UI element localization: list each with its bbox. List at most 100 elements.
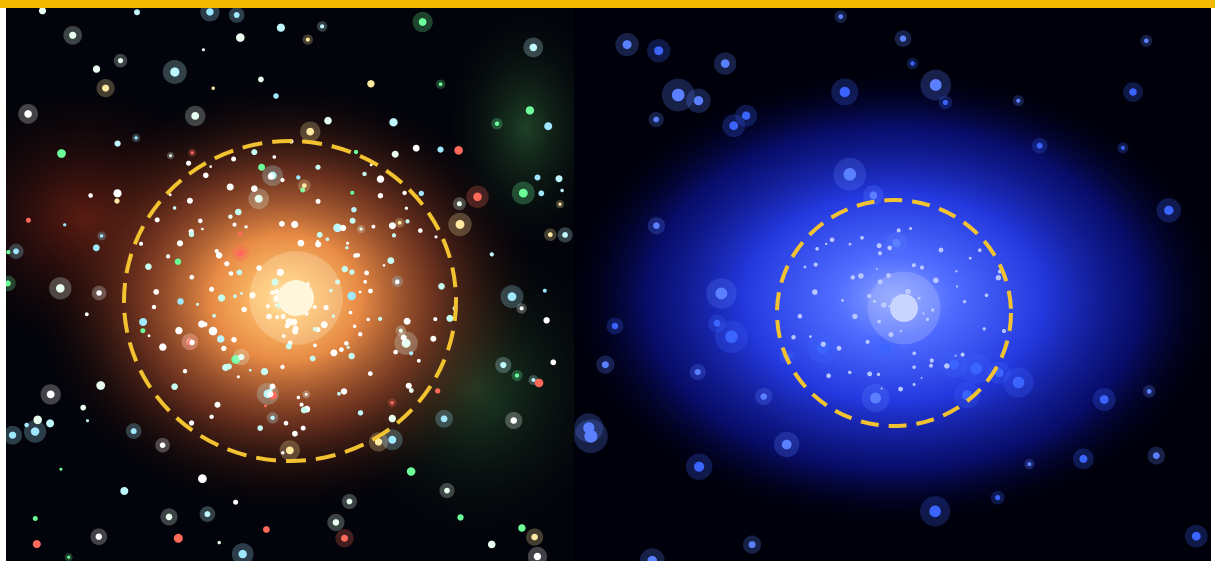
star	[533, 552, 542, 561]
star	[813, 262, 818, 267]
star	[886, 273, 891, 278]
star	[890, 294, 918, 322]
star	[304, 392, 308, 396]
star	[217, 540, 221, 545]
star	[265, 304, 270, 309]
star	[713, 319, 721, 327]
star	[331, 314, 336, 318]
star	[899, 35, 907, 42]
star	[120, 487, 129, 495]
star	[876, 243, 882, 249]
star	[237, 250, 245, 257]
star	[204, 511, 211, 518]
star	[377, 193, 384, 199]
star	[920, 265, 924, 270]
star	[1012, 376, 1025, 389]
star	[249, 368, 252, 372]
star	[191, 112, 200, 120]
star	[358, 332, 363, 337]
star	[438, 82, 443, 86]
star	[189, 274, 195, 280]
star	[203, 172, 209, 179]
star	[892, 239, 901, 248]
star	[1036, 142, 1043, 149]
star-glow	[639, 548, 665, 561]
star	[418, 18, 427, 26]
star	[875, 267, 878, 270]
star	[995, 275, 1002, 281]
star	[159, 442, 166, 449]
star	[406, 467, 416, 476]
star	[929, 358, 934, 363]
star	[433, 317, 438, 322]
star	[166, 254, 171, 259]
star	[330, 349, 338, 357]
star	[363, 280, 368, 284]
star	[38, 8, 47, 15]
star	[340, 388, 348, 395]
star	[218, 294, 226, 302]
star	[409, 351, 414, 356]
star	[352, 324, 357, 328]
star	[870, 392, 881, 404]
star	[285, 318, 293, 325]
star	[92, 65, 101, 73]
star	[177, 298, 184, 305]
star	[487, 540, 496, 549]
star	[139, 318, 148, 326]
star	[285, 446, 294, 455]
star	[694, 461, 705, 472]
star	[145, 263, 152, 270]
star	[896, 228, 901, 233]
star	[912, 351, 916, 356]
star	[139, 241, 144, 246]
star	[281, 451, 285, 455]
star	[877, 319, 881, 324]
star	[955, 270, 958, 273]
star	[364, 270, 369, 276]
star	[843, 168, 857, 181]
star	[209, 165, 212, 168]
star	[887, 245, 892, 251]
star	[332, 519, 340, 526]
star	[944, 363, 950, 369]
star	[236, 375, 240, 379]
star	[507, 292, 517, 301]
star	[355, 253, 360, 258]
star	[214, 249, 219, 254]
star	[912, 365, 916, 369]
star	[297, 239, 305, 247]
star	[189, 420, 195, 426]
star	[387, 257, 395, 264]
star	[402, 190, 407, 196]
star	[165, 513, 173, 521]
star	[134, 136, 138, 140]
star	[233, 499, 239, 505]
star	[454, 146, 463, 155]
star	[518, 524, 526, 532]
star	[473, 192, 482, 202]
star	[867, 371, 873, 377]
star	[389, 118, 398, 127]
star	[345, 246, 349, 250]
star	[249, 292, 256, 299]
star	[555, 175, 563, 183]
star	[888, 332, 894, 338]
star	[140, 328, 146, 334]
star	[437, 146, 444, 153]
star	[240, 292, 244, 295]
star	[601, 361, 609, 369]
star	[175, 326, 183, 335]
star	[280, 177, 285, 183]
star	[359, 227, 363, 231]
star	[206, 8, 214, 16]
star	[114, 140, 121, 147]
star	[236, 269, 243, 276]
star	[278, 280, 314, 316]
star	[236, 33, 245, 42]
star	[529, 43, 538, 52]
star	[315, 241, 322, 248]
star	[558, 202, 562, 206]
star	[653, 116, 660, 123]
star	[925, 317, 930, 321]
